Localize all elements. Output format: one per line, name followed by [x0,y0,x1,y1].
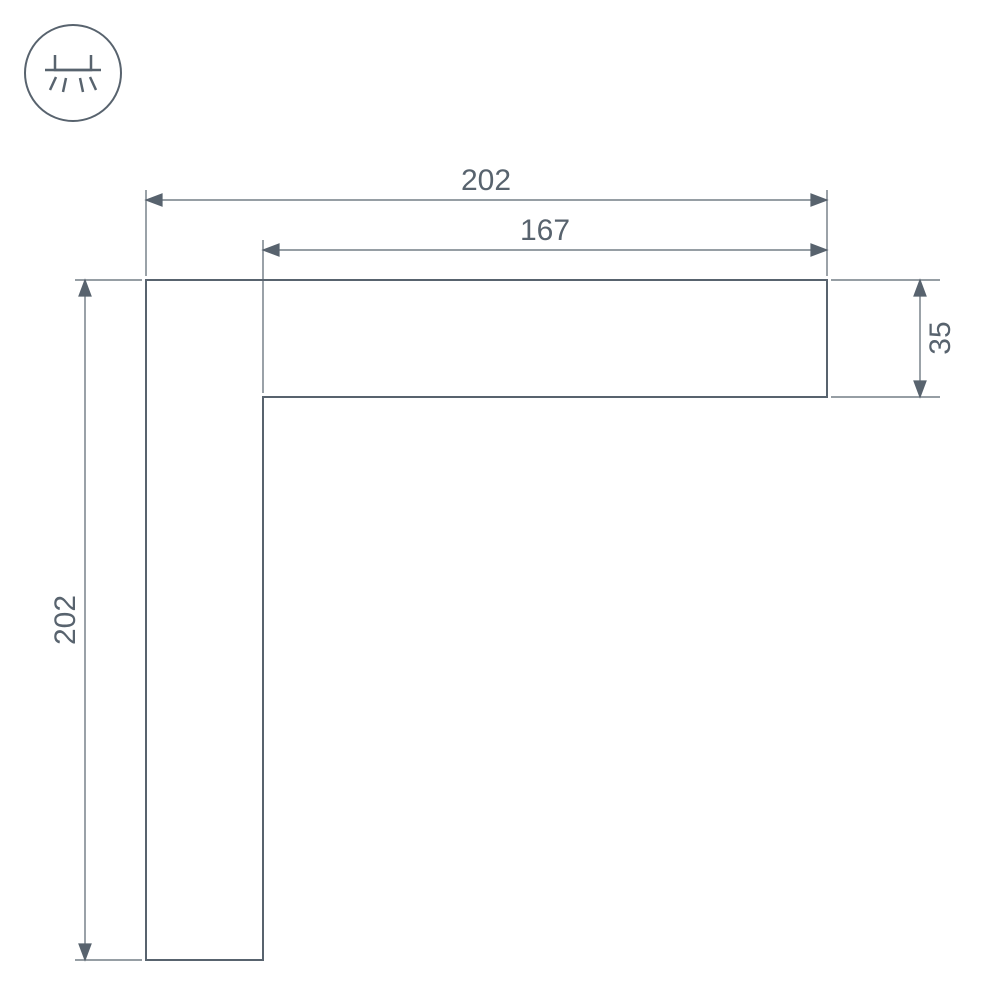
dim-left-outer-value: 202 [49,595,82,645]
dim-top-outer-value: 202 [461,164,511,197]
dim-right-thickness-value: 35 [924,321,957,354]
technical-drawing: 202 167 202 35 [0,0,1000,999]
dim-top-inner-value: 167 [520,214,570,247]
profile-outline [146,280,827,960]
dimension-left-outer: 202 [49,280,142,960]
light-direction-icon [25,25,121,121]
dimension-top-outer: 202 [146,164,827,276]
dimension-top-inner: 167 [263,214,827,393]
dimension-right-thickness: 35 [831,280,957,397]
